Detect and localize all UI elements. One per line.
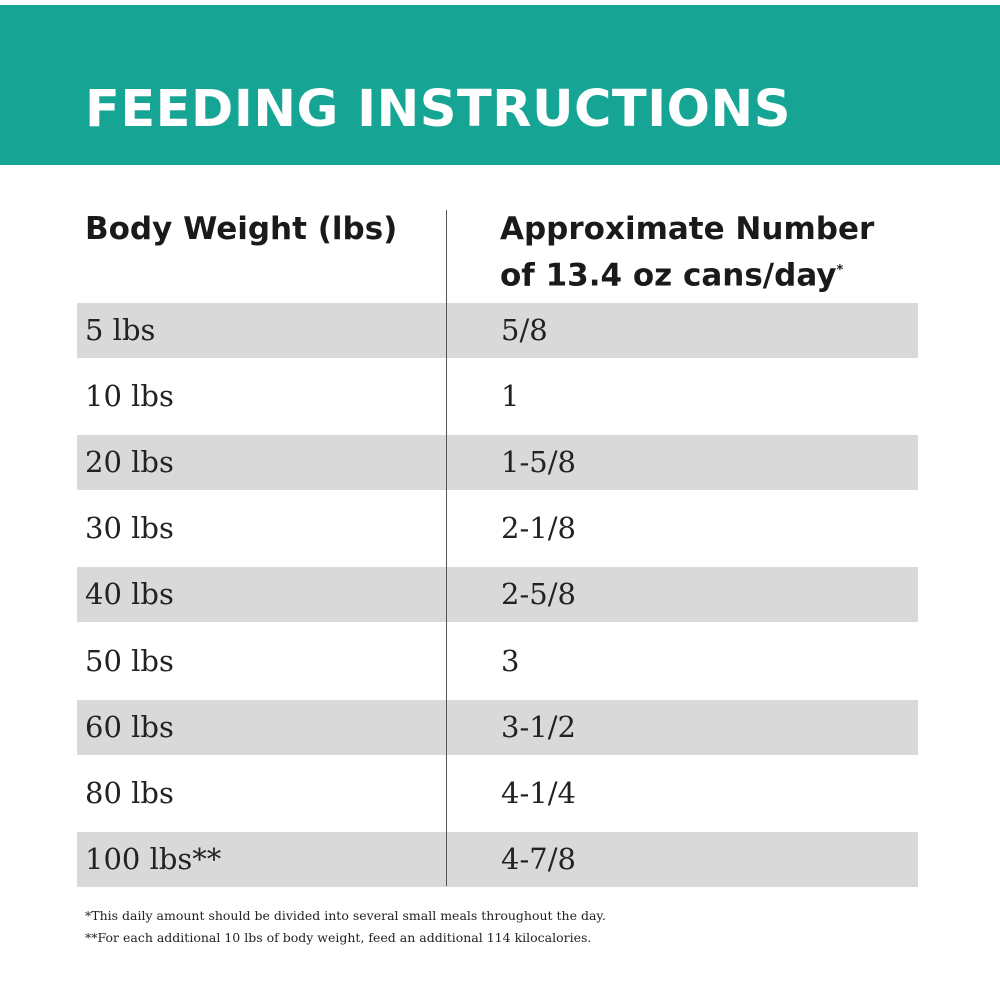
column-divider: [446, 210, 447, 886]
table-cell: 1-5/8: [501, 445, 576, 480]
table-row: 10 lbs 1: [77, 369, 918, 424]
table-cell: 3-1/2: [501, 709, 576, 744]
table-cell: 50 lbs: [85, 643, 174, 678]
table-row: 60 lbs 3-1/2: [77, 699, 918, 755]
table-row: 40 lbs 2-5/8: [77, 567, 918, 623]
table-cell: 4-1/4: [501, 775, 576, 810]
column-header-line: Approximate Number: [500, 211, 875, 247]
table-cell: 2-5/8: [501, 577, 576, 612]
footnote: *This daily amount should be divided int…: [85, 908, 606, 923]
table-row: 100 lbs** 4-7/8: [77, 831, 918, 887]
table-cell: 3: [501, 643, 520, 678]
table-cell: 60 lbs: [85, 709, 174, 744]
table-cell: 2-1/8: [501, 511, 576, 546]
table-cell: 40 lbs: [85, 577, 174, 612]
table-cell: 80 lbs: [85, 775, 174, 810]
note-mark: *: [836, 263, 844, 278]
table-row: 50 lbs 3: [77, 634, 918, 689]
table-cell: 5/8: [501, 313, 548, 347]
table-cell: 1: [501, 379, 520, 414]
table-cell: 10 lbs: [85, 379, 174, 414]
table-row: 80 lbs 4-1/4: [77, 766, 918, 821]
table-cell: 5 lbs: [85, 313, 156, 347]
table-row: 5 lbs 5/8: [77, 303, 918, 358]
footnote: **For each additional 10 lbs of body wei…: [85, 930, 592, 945]
header-band: [0, 5, 1000, 165]
table-cell: 30 lbs: [85, 511, 174, 546]
table-row: 30 lbs 2-1/8: [77, 501, 918, 556]
table-cell: 20 lbs: [85, 445, 174, 480]
column-header: Body Weight (lbs): [85, 211, 398, 247]
title: FEEDING INSTRUCTIONS: [85, 80, 791, 139]
column-header: Approximate Number of 13.4 oz cans/day*: [500, 208, 874, 296]
table-cell: 100 lbs**: [85, 841, 222, 876]
column-header-line: of 13.4 oz cans/day: [500, 257, 837, 294]
table-cell: 4-7/8: [501, 841, 576, 876]
table-row: 20 lbs 1-5/8: [77, 435, 918, 491]
